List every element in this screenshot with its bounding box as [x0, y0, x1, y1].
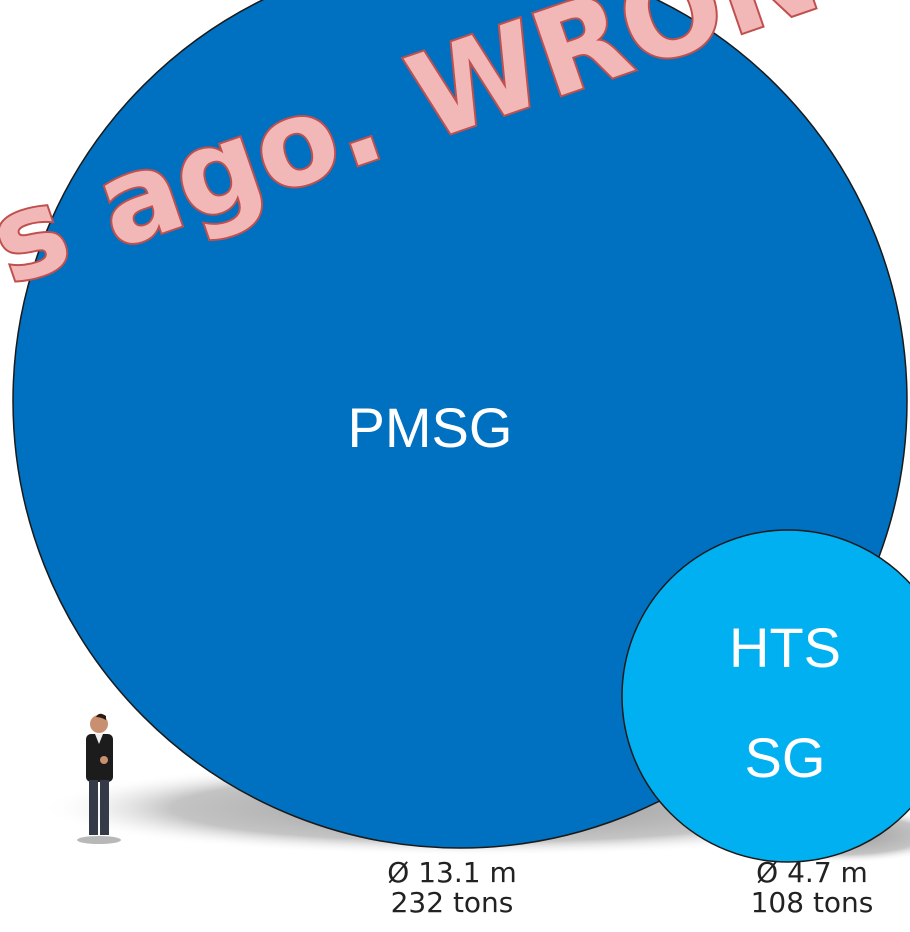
- hts-diameter: Ø 4.7 m: [756, 856, 868, 889]
- pmsg-label: PMSG: [348, 396, 513, 459]
- hts-label: SG: [745, 726, 826, 789]
- person-figure: [77, 713, 121, 844]
- hts-mass: 108 tons: [751, 886, 874, 919]
- pmsg-mass: 232 tons: [391, 886, 514, 919]
- hts-circle: [621, 529, 910, 863]
- pmsg-diameter: Ø 13.1 m: [387, 856, 516, 889]
- hts-label: HTS: [729, 616, 841, 679]
